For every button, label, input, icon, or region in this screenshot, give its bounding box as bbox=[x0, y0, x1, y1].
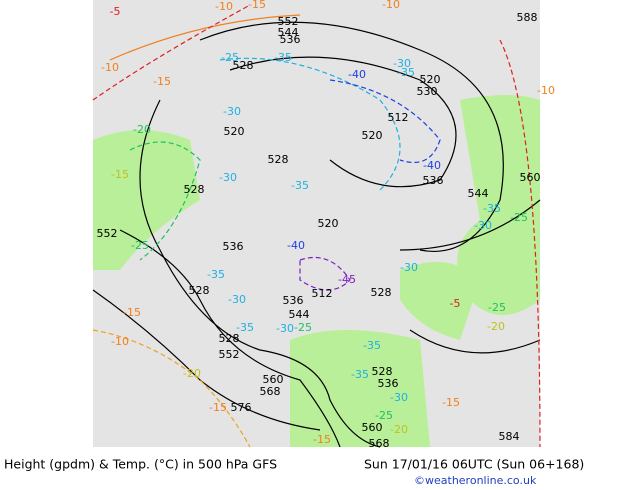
temp-label: -35 bbox=[274, 51, 292, 64]
height-label: 536 bbox=[223, 240, 244, 253]
temp-label: -40 bbox=[348, 68, 366, 81]
temp-label: -10 bbox=[215, 0, 233, 13]
temp-label: -15 bbox=[442, 396, 460, 409]
temp-label: -20 bbox=[390, 423, 408, 436]
height-label: 520 bbox=[362, 129, 383, 142]
height-label: 512 bbox=[388, 111, 409, 124]
height-label: 520 bbox=[318, 217, 339, 230]
height-label: 560 bbox=[362, 421, 383, 434]
temp-label: -20 bbox=[183, 367, 201, 380]
temp-label: -30 bbox=[474, 219, 492, 232]
height-label: 552 bbox=[219, 348, 240, 361]
height-label: 552 bbox=[97, 227, 118, 240]
height-label: 528 bbox=[371, 286, 392, 299]
height-label: 536 bbox=[280, 33, 301, 46]
temp-label: -45 bbox=[338, 273, 356, 286]
temp-label: -25 bbox=[131, 239, 149, 252]
temp-label: -15 bbox=[153, 75, 171, 88]
height-label: 544 bbox=[468, 187, 489, 200]
height-label: 568 bbox=[369, 437, 390, 450]
height-label: 528 bbox=[268, 153, 289, 166]
temp-contours bbox=[92, 4, 541, 448]
height-label: 530 bbox=[417, 85, 438, 98]
height-label: 544 bbox=[289, 308, 310, 321]
footer-title: Height (gpdm) & Temp. (°C) in 500 hPa GF… bbox=[4, 457, 277, 472]
temp-label: -30 bbox=[390, 391, 408, 404]
height-label: 528 bbox=[233, 59, 254, 72]
temp-label: -35 bbox=[483, 202, 501, 215]
height-label: 568 bbox=[260, 385, 281, 398]
temp-label: -15 bbox=[123, 306, 141, 319]
temp-label: -40 bbox=[287, 239, 305, 252]
height-label: 552 bbox=[278, 15, 299, 28]
temp-label: -35 bbox=[363, 339, 381, 352]
temp-label: -15 bbox=[111, 168, 129, 181]
temp-label: -20 bbox=[133, 123, 151, 136]
temp-label: -35 bbox=[236, 321, 254, 334]
height-label: 520 bbox=[420, 73, 441, 86]
temp-label: -30 bbox=[219, 171, 237, 184]
height-label: 512 bbox=[312, 287, 333, 300]
temp-label: -10 bbox=[382, 0, 400, 11]
land bbox=[93, 95, 540, 447]
temp-label: -10 bbox=[111, 335, 129, 348]
height-contours bbox=[92, 21, 541, 448]
temp-label: -35 bbox=[291, 179, 309, 192]
temp-label: -25 bbox=[510, 211, 528, 224]
temp-label: -35 bbox=[207, 268, 225, 281]
credit: ©weatheronline.co.uk bbox=[414, 474, 537, 487]
temp-label: -20 bbox=[487, 320, 505, 333]
temp-label: -15 bbox=[248, 0, 266, 11]
height-label: 584 bbox=[499, 430, 520, 443]
height-label: 576 bbox=[231, 401, 252, 414]
temp-label: -30 bbox=[228, 293, 246, 306]
height-label: 520 bbox=[224, 125, 245, 138]
temp-label: -25 bbox=[488, 301, 506, 314]
height-label: 536 bbox=[423, 174, 444, 187]
temp-label: -10 bbox=[101, 61, 119, 74]
temp-label: -25 bbox=[294, 321, 312, 334]
temp-label: -35 bbox=[397, 66, 415, 79]
temp-label: -30 bbox=[223, 105, 241, 118]
height-label: 560 bbox=[520, 171, 541, 184]
footer-time: Sun 17/01/16 06UTC (Sun 06+168) bbox=[364, 457, 584, 472]
temp-label: -40 bbox=[423, 159, 441, 172]
height-label: 528 bbox=[184, 183, 205, 196]
temp-label: -5 bbox=[450, 297, 461, 310]
height-label: 536 bbox=[378, 377, 399, 390]
temp-label: -15 bbox=[209, 401, 227, 414]
temp-label: -30 bbox=[400, 261, 418, 274]
height-label: 528 bbox=[219, 332, 240, 345]
temp-label: -30 bbox=[393, 57, 411, 70]
temp-label: -15 bbox=[313, 433, 331, 446]
height-label: 560 bbox=[263, 373, 284, 386]
temp-label: -35 bbox=[351, 368, 369, 381]
temp-label: -5 bbox=[110, 5, 121, 18]
temp-label: -25 bbox=[375, 409, 393, 422]
height-label: 536 bbox=[283, 294, 304, 307]
height-label: 528 bbox=[189, 284, 210, 297]
temp-label: -10 bbox=[537, 84, 555, 97]
temp-label: -25 bbox=[221, 51, 239, 64]
height-label: 544 bbox=[278, 26, 299, 39]
height-label: 588 bbox=[517, 11, 538, 24]
height-label: 528 bbox=[372, 365, 393, 378]
temp-label: -30 bbox=[276, 322, 294, 335]
